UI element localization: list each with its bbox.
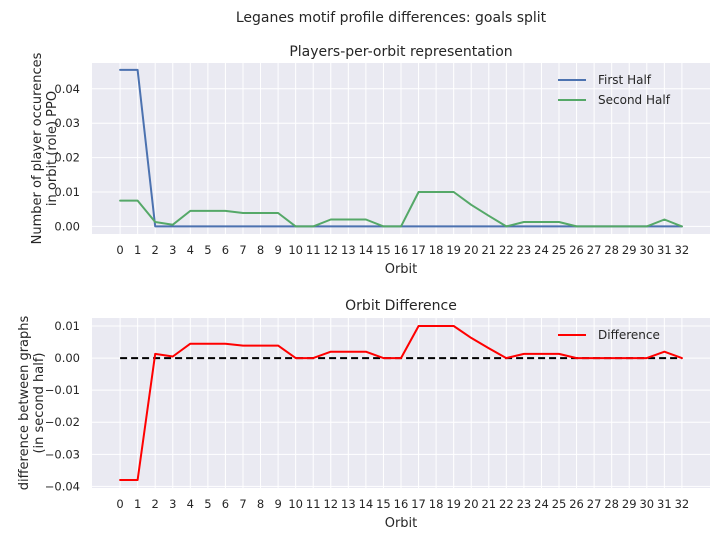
figure-suptitle: Leganes motif profile differences: goals…: [236, 10, 547, 26]
x-tick-label: 3: [169, 243, 176, 257]
x-tick-label: 2: [152, 243, 159, 257]
x-tick-label: 30: [639, 497, 654, 511]
x-tick-label: 19: [446, 497, 461, 511]
x-tick-label: 32: [675, 243, 690, 257]
y-tick-label: 0.02: [54, 151, 80, 165]
x-tick-label: 17: [411, 497, 426, 511]
x-tick-label: 11: [306, 497, 321, 511]
x-tick-label: 14: [359, 497, 374, 511]
x-tick-label: 5: [204, 497, 211, 511]
x-tick-label: 15: [376, 497, 391, 511]
x-tick-label: 23: [517, 497, 532, 511]
x-tick-label: 9: [274, 243, 281, 257]
y-axis-label-line: (in second half): [32, 352, 47, 453]
x-tick-label: 9: [274, 497, 281, 511]
x-tick-label: 26: [569, 243, 584, 257]
x-tick-label: 31: [657, 243, 672, 257]
x-tick-label: 21: [481, 243, 496, 257]
x-tick-label: 3: [169, 497, 176, 511]
x-tick-label: 7: [239, 243, 246, 257]
x-tick-label: 6: [222, 243, 229, 257]
x-tick-label: 12: [323, 497, 338, 511]
y-axis-label-line: difference between graphs: [17, 315, 32, 490]
x-tick-label: 8: [257, 497, 264, 511]
x-tick-label: 25: [552, 497, 567, 511]
x-tick-label: 32: [675, 497, 690, 511]
x-tick-label: 5: [204, 243, 211, 257]
x-tick-label: 2: [152, 497, 159, 511]
x-tick-label: 27: [587, 497, 602, 511]
x-tick-label: 18: [429, 497, 444, 511]
y-tick-label: −0.01: [45, 383, 80, 397]
x-tick-label: 23: [517, 243, 532, 257]
series-line-difference: [119, 325, 683, 481]
y-axis-label: Number of player occurencesin orbit (rol…: [30, 52, 60, 244]
x-axis-label: Orbit: [385, 516, 418, 531]
panel-2: 0 1 2 3 4 5 6 7 8 9 10 11 12 13 14 15 16 17 18 19 20 21 22 23 24…: [17, 298, 710, 531]
x-tick-label: 22: [499, 243, 514, 257]
x-tick-label: 29: [622, 497, 637, 511]
x-tick-label: 28: [604, 243, 619, 257]
x-tick-label: 27: [587, 243, 602, 257]
y-axis-label-line: Number of player occurences: [30, 52, 45, 244]
panel-title: Players-per-orbit representation: [289, 44, 512, 60]
x-tick-label: 6: [222, 497, 229, 511]
x-tick-label: 20: [464, 497, 479, 511]
x-axis-label: Orbit: [385, 262, 418, 277]
series-line-second-half: [119, 191, 683, 228]
legend-entry: Second Half: [598, 93, 671, 107]
x-tick-label: 1: [134, 497, 141, 511]
x-tick-label: 30: [639, 243, 654, 257]
panel-1: 0 1 2 3 4 5 6 7 8 9 10 11 12 13 14 15 16 17 18 19 20 21 22 23 24…: [30, 44, 710, 277]
x-tick-label: 26: [569, 497, 584, 511]
x-tick-label: 24: [534, 243, 549, 257]
x-tick-label: 18: [429, 243, 444, 257]
x-tick-label: 4: [187, 243, 194, 257]
x-tick-label: 21: [481, 497, 496, 511]
panel-title: Orbit Difference: [345, 298, 457, 314]
x-tick-label: 11: [306, 243, 321, 257]
x-tick-label: 20: [464, 243, 479, 257]
x-tick-label: 14: [359, 243, 374, 257]
x-tick-label: 10: [288, 497, 303, 511]
y-tick-label: 0.03: [54, 116, 80, 130]
x-tick-label: 15: [376, 243, 391, 257]
x-tick-label: 19: [446, 243, 461, 257]
x-tick-label: 0: [116, 243, 123, 257]
y-axis-label: difference between graphs(in second half…: [17, 315, 47, 490]
legend-entry: First Half: [598, 73, 652, 87]
x-tick-label: 10: [288, 243, 303, 257]
y-tick-label: 0.00: [54, 219, 80, 233]
x-tick-label: 1: [134, 243, 141, 257]
x-tick-label: 4: [187, 497, 194, 511]
legend-entry: Difference: [598, 328, 660, 342]
y-tick-label: −0.04: [45, 479, 80, 493]
x-tick-label: 13: [341, 243, 356, 257]
x-tick-label: 29: [622, 243, 637, 257]
x-tick-label: 22: [499, 497, 514, 511]
x-tick-label: 12: [323, 243, 338, 257]
x-tick-label: 24: [534, 497, 549, 511]
x-tick-label: 28: [604, 497, 619, 511]
y-tick-label: 0.01: [54, 319, 80, 333]
x-tick-label: 7: [239, 497, 246, 511]
x-tick-label: 25: [552, 243, 567, 257]
x-tick-label: 31: [657, 497, 672, 511]
x-tick-label: 0: [116, 497, 123, 511]
y-tick-label: −0.02: [45, 415, 80, 429]
x-tick-label: 13: [341, 497, 356, 511]
x-tick-label: 17: [411, 243, 426, 257]
y-tick-label: 0.00: [54, 351, 80, 365]
y-tick-label: 0.04: [54, 82, 80, 96]
y-tick-label: −0.03: [45, 447, 80, 461]
y-axis-label-line: in orbit (role) PPO: [45, 91, 60, 206]
y-tick-label: 0.01: [54, 185, 80, 199]
x-tick-label: 16: [394, 243, 409, 257]
x-tick-label: 16: [394, 497, 409, 511]
x-tick-label: 8: [257, 243, 264, 257]
